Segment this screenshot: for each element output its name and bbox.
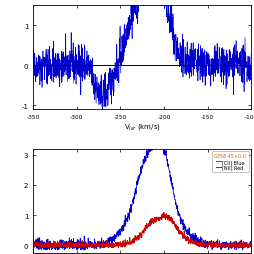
[CII] Blue — [68, 244, 71, 247]
[NII] Red — [105, 239, 108, 242]
[CII] Blue — [60, 242, 63, 245]
[NII] Red — [32, 246, 35, 249]
[CII] Blue — [153, 136, 156, 139]
[NII] Red — [146, 225, 149, 228]
Line: [CII] Blue: [CII] Blue — [33, 137, 250, 250]
[CII] Blue — [105, 243, 108, 246]
[NII] Red — [31, 243, 35, 246]
[CII] Blue — [249, 241, 252, 244]
[NII] Red — [162, 211, 165, 214]
[NII] Red — [68, 241, 71, 244]
Legend: [CII] Blue, [NII] Red: [CII] Blue, [NII] Red — [211, 152, 248, 172]
[CII] Blue — [126, 220, 129, 223]
[NII] Red — [150, 218, 153, 221]
[CII] Blue — [31, 248, 35, 251]
[NII] Red — [126, 241, 129, 244]
Line: [NII] Red: [NII] Red — [33, 213, 250, 248]
[CII] Blue — [150, 147, 153, 150]
[CII] Blue — [146, 156, 149, 160]
X-axis label: V$_{lsr}$ (km/s): V$_{lsr}$ (km/s) — [123, 121, 160, 131]
[NII] Red — [60, 242, 64, 245]
[NII] Red — [249, 242, 252, 245]
